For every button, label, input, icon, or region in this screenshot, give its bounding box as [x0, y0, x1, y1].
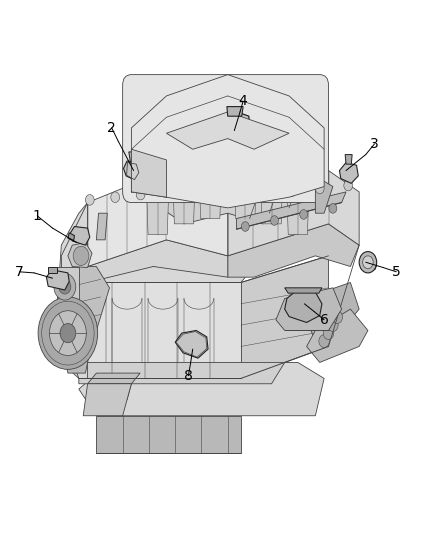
Circle shape: [329, 204, 337, 213]
Polygon shape: [173, 181, 195, 224]
Circle shape: [300, 209, 307, 219]
Polygon shape: [345, 155, 352, 164]
Polygon shape: [57, 203, 88, 378]
Polygon shape: [129, 152, 136, 163]
Polygon shape: [70, 227, 90, 245]
FancyBboxPatch shape: [123, 75, 328, 203]
Polygon shape: [228, 171, 359, 256]
Polygon shape: [166, 112, 280, 160]
Polygon shape: [79, 362, 324, 416]
Circle shape: [111, 192, 120, 203]
Polygon shape: [166, 112, 289, 149]
Circle shape: [258, 189, 267, 199]
Polygon shape: [339, 163, 358, 183]
Polygon shape: [70, 266, 110, 330]
Polygon shape: [153, 171, 298, 224]
Polygon shape: [285, 290, 322, 322]
Circle shape: [287, 186, 296, 197]
Polygon shape: [96, 384, 131, 400]
Polygon shape: [228, 224, 359, 277]
Polygon shape: [307, 309, 368, 362]
Polygon shape: [364, 265, 377, 270]
Polygon shape: [88, 171, 228, 266]
Circle shape: [363, 256, 373, 269]
Circle shape: [359, 252, 377, 273]
Circle shape: [315, 183, 324, 193]
Polygon shape: [79, 266, 254, 282]
Polygon shape: [96, 416, 241, 453]
Polygon shape: [57, 266, 79, 309]
Text: 7: 7: [15, 265, 24, 279]
Circle shape: [73, 246, 89, 265]
Text: 5: 5: [392, 265, 401, 279]
Text: 2: 2: [107, 121, 116, 135]
Polygon shape: [83, 384, 131, 416]
Text: 6: 6: [320, 313, 328, 327]
Polygon shape: [88, 373, 140, 384]
Polygon shape: [175, 330, 208, 358]
Circle shape: [323, 327, 334, 340]
Circle shape: [38, 297, 98, 369]
Polygon shape: [261, 181, 283, 224]
Polygon shape: [79, 240, 228, 282]
Circle shape: [328, 319, 338, 332]
Polygon shape: [46, 270, 69, 290]
Text: 8: 8: [184, 369, 193, 383]
Polygon shape: [234, 176, 256, 219]
Polygon shape: [124, 161, 139, 180]
Circle shape: [60, 324, 76, 343]
Circle shape: [162, 187, 170, 197]
Polygon shape: [315, 181, 333, 213]
Polygon shape: [276, 288, 342, 330]
Polygon shape: [241, 256, 328, 378]
Polygon shape: [131, 139, 166, 192]
Polygon shape: [68, 233, 74, 241]
Polygon shape: [237, 192, 346, 229]
Text: 1: 1: [33, 209, 42, 223]
Polygon shape: [199, 176, 221, 219]
Polygon shape: [147, 192, 169, 235]
Polygon shape: [65, 336, 90, 373]
Text: 3: 3: [370, 137, 379, 151]
Polygon shape: [79, 362, 285, 384]
Circle shape: [319, 335, 329, 348]
Polygon shape: [96, 213, 107, 240]
Circle shape: [271, 216, 279, 225]
Polygon shape: [285, 288, 322, 293]
Circle shape: [230, 192, 239, 203]
Polygon shape: [218, 111, 250, 139]
Circle shape: [136, 189, 145, 200]
Polygon shape: [307, 282, 359, 341]
Circle shape: [54, 273, 76, 300]
Circle shape: [344, 180, 353, 191]
Circle shape: [212, 181, 221, 192]
Polygon shape: [131, 149, 166, 197]
Polygon shape: [287, 192, 309, 235]
Polygon shape: [79, 282, 241, 378]
Polygon shape: [131, 75, 324, 208]
Circle shape: [59, 279, 71, 294]
Polygon shape: [68, 243, 92, 268]
Circle shape: [187, 184, 196, 195]
Circle shape: [332, 311, 343, 324]
Circle shape: [241, 222, 249, 231]
Polygon shape: [227, 107, 243, 116]
Polygon shape: [48, 266, 57, 273]
Polygon shape: [131, 85, 320, 203]
Circle shape: [49, 311, 86, 356]
Text: 4: 4: [239, 94, 247, 108]
Circle shape: [85, 195, 94, 205]
